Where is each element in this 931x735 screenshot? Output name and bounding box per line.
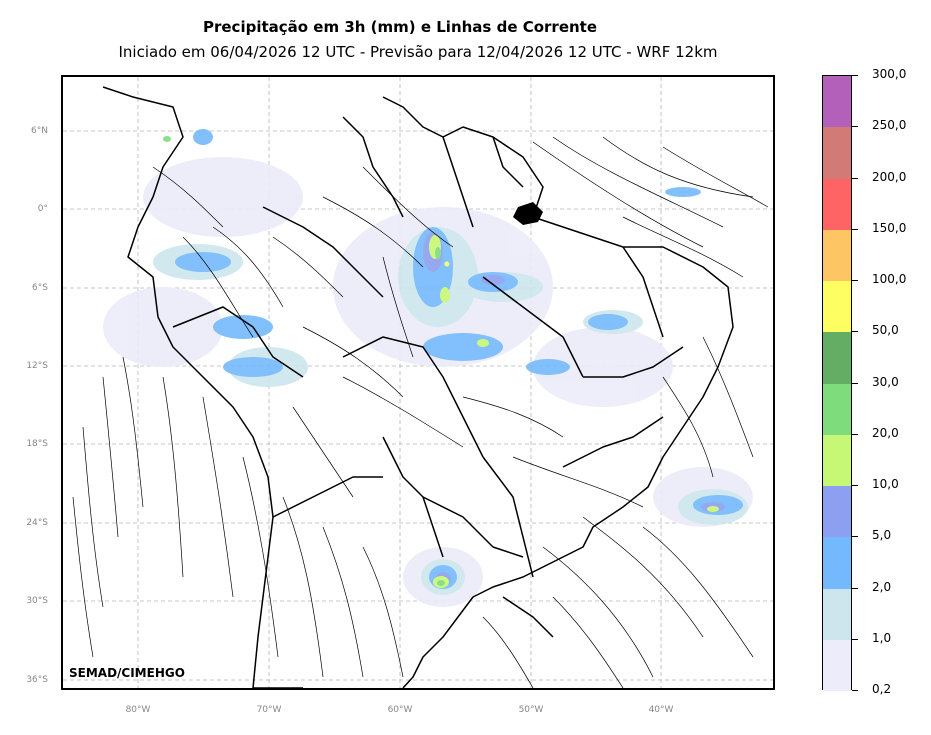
- colorbar-label: 1,0: [872, 630, 892, 645]
- colorbar-segment: [823, 383, 851, 435]
- colorbar-segment: [823, 229, 851, 281]
- lon-label-50w: 50°W: [518, 705, 544, 715]
- credit-label: SEMAD/CIMEHGO: [69, 666, 185, 680]
- colorbar-tick: [852, 228, 858, 230]
- lat-label-30s: 30°S: [26, 596, 48, 606]
- lat-label-0: 0°: [37, 204, 48, 214]
- colorbar-label: 200,0: [872, 169, 907, 184]
- colorbar-label: 2,0: [872, 579, 892, 594]
- colorbar-tick: [852, 280, 858, 281]
- colorbar-segment: [823, 76, 851, 128]
- map-subtitle: Iniciado em 06/04/2026 12 UTC - Previsão…: [118, 43, 718, 61]
- lat-label-36s: 36°S: [26, 675, 48, 685]
- colorbar-segment: [823, 127, 851, 179]
- colorbar-tick: [852, 177, 858, 179]
- lat-label-18s: 18°S: [26, 439, 48, 449]
- colorbar-tick: [852, 331, 858, 333]
- colorbar-tick: [852, 638, 858, 640]
- colorbar-tick: [852, 485, 858, 486]
- colorbar-tick: [852, 433, 858, 435]
- colorbar-label: 20,0: [872, 425, 899, 440]
- lon-label-70w: 70°W: [256, 705, 282, 715]
- colorbar-segment: [823, 332, 851, 384]
- marajo-island: [513, 202, 543, 225]
- colorbar-tick: [852, 126, 858, 128]
- colorbar-segment: [823, 281, 851, 333]
- colorbar-tick: [852, 75, 858, 76]
- streamlines: [72, 136, 769, 688]
- lat-label-12s: 12°S: [26, 361, 48, 371]
- lat-label-6n: 6°N: [31, 126, 48, 136]
- colorbar-segment: [823, 588, 851, 640]
- map-title: Precipitação em 3h (mm) e Linhas de Corr…: [202, 18, 598, 36]
- colorbar-label: 250,0: [872, 118, 907, 133]
- lon-label-60w: 60°W: [387, 705, 413, 715]
- map-canvas: SEMAD/CIMEHGO: [63, 77, 773, 688]
- colorbar-label: 5,0: [872, 528, 892, 543]
- colorbar-segment: [823, 486, 851, 538]
- colorbar-tick: [852, 536, 858, 538]
- lat-label-6s: 6°S: [32, 283, 48, 293]
- colorbar-label: 0,2: [872, 682, 892, 696]
- colorbar-tick: [852, 690, 858, 691]
- lon-label-80w: 80°W: [125, 705, 151, 715]
- colorbar-segment: [823, 434, 851, 486]
- precipitation-field: [103, 129, 753, 607]
- colorbar-label: 100,0: [872, 272, 907, 286]
- country-borders: [102, 86, 734, 688]
- colorbar-label: 300,0: [872, 67, 907, 81]
- colorbar-tick: [852, 587, 858, 589]
- colorbar-segment: [823, 178, 851, 230]
- colorbar-label: 30,0: [872, 374, 899, 389]
- colorbar: [822, 75, 852, 691]
- colorbar-segment: [823, 537, 851, 589]
- colorbar-tick: [852, 382, 858, 384]
- map-panel: SEMAD/CIMEHGO: [61, 75, 775, 690]
- colorbar-label: 50,0: [872, 323, 899, 338]
- lon-label-40w: 40°W: [648, 705, 674, 715]
- lat-label-24s: 24°S: [26, 518, 48, 528]
- colorbar-label: 150,0: [872, 220, 907, 235]
- colorbar-segment: [823, 639, 851, 691]
- colorbar-label: 10,0: [872, 477, 899, 491]
